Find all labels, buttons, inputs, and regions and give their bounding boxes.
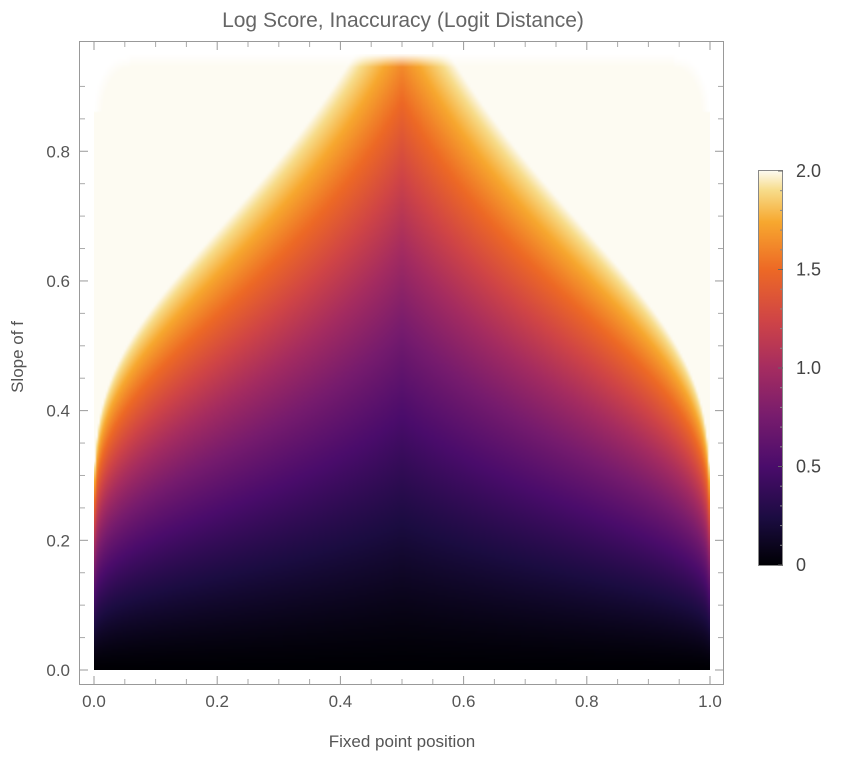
y-tick-label: 0.0 (46, 661, 70, 680)
x-tick-label: 0.0 (82, 692, 106, 711)
x-tick-label: 1.0 (698, 692, 722, 711)
x-axis-ticks: 0.0 0.2 0.4 0.6 0.8 1.0 (82, 42, 722, 711)
x-tick-label: 0.2 (205, 692, 229, 711)
y-axis-label: Slope of f (8, 321, 27, 393)
y-tick-label: 0.2 (46, 531, 70, 550)
x-tick-label: 0.6 (452, 692, 476, 711)
y-tick-label: 0.8 (46, 142, 70, 161)
x-tick-label: 0.8 (575, 692, 599, 711)
y-tick-label: 0.4 (46, 402, 70, 421)
heatmap-image (94, 54, 710, 670)
colorbar-ticks: 0 0.5 1.0 1.5 2.0 (778, 161, 821, 575)
plot-frame (79, 41, 724, 685)
x-axis-label: Fixed point position (329, 732, 475, 751)
chart-title: Log Score, Inaccuracy (Logit Distance) (222, 9, 584, 32)
colorbar-tick-label: 1.5 (796, 260, 821, 280)
colorbar-tick-label: 0.5 (796, 457, 821, 477)
colorbar-tick-label: 2.0 (796, 161, 821, 181)
y-tick-label: 0.6 (46, 272, 70, 291)
y-axis-ticks: 0.0 0.2 0.4 0.6 0.8 (46, 85, 723, 680)
x-tick-label: 0.4 (329, 692, 353, 711)
colorbar-tick-label: 1.0 (796, 358, 821, 378)
colorbar-tick-label: 0 (796, 555, 806, 575)
